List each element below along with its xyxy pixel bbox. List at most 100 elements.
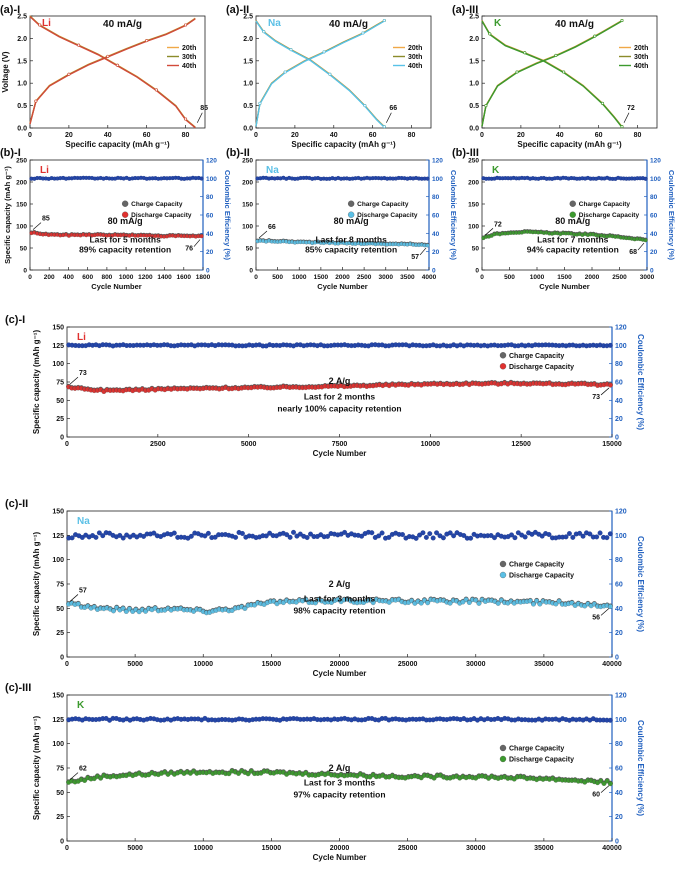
x-tick-label: 20 [517,132,525,139]
x-tick-label: 0 [480,274,484,281]
curve-marker [106,54,110,58]
start-capacity-label: 73 [79,370,87,377]
x-tick-label: 25000 [398,661,418,668]
curve-marker [620,125,624,129]
retention-note: 85% capacity retention [305,245,397,255]
x-tick-label: 1000 [119,274,134,281]
ce-point [434,530,440,536]
x-tick-label: 1500 [557,274,572,281]
x-tick-label: 3500 [400,274,415,281]
capacity-marker-label: 72 [627,105,635,112]
y2-tick-label: 100 [206,176,217,183]
ce-point [643,176,648,181]
x-tick-label: 15000 [602,441,622,448]
y-tick-label: 1.5 [469,58,479,65]
y-tick-label: 125 [52,343,64,350]
y-tick-label: 100 [468,224,479,231]
y2-tick-label: 20 [615,416,623,423]
x-axis-label: Specific capacity (mAh g⁻¹) [517,140,622,149]
discharge-point [111,608,116,614]
y2-tick-label: 60 [432,213,440,220]
x-tick-label: 1000 [292,274,307,281]
ce-point [607,342,613,348]
y2-tick-label: 20 [650,249,658,256]
x-tick-label: 30000 [466,661,486,668]
end-capacity-label: 68 [629,249,637,256]
y-tick-label: 1.0 [243,81,253,88]
ce-point [420,530,426,536]
discharge-point [120,606,126,611]
panel-label: (c)-II [5,498,28,510]
y-tick-label: 2.0 [243,36,253,43]
plot-frame [255,15,432,129]
panel-label: (b)-III [452,147,479,159]
x-tick-label: 0 [254,132,258,139]
panel-c1: 0 2500 5000 7500 10000 12500 15000025507510012… [5,314,645,458]
x-tick-label: 5000 [127,661,143,668]
y-axis-label: Voltage (V) [1,51,10,93]
ce-point [267,530,273,536]
y2-tick-label: 120 [650,158,661,165]
y2-axis-label: Coulombic Efficiency (%) [449,170,458,261]
ion-label: Na [268,18,281,29]
retention-note: Last for 5 months [89,235,161,245]
y2-axis-label: Coulombic Efficiency (%) [636,536,645,632]
x-tick-label: 0 [65,441,69,448]
end-capacity-label: 60 [592,792,600,799]
curve-marker [38,23,42,27]
curve-marker [562,70,566,74]
legend-entry: Charge Capacity [509,353,564,360]
x-tick-label: 1400 [157,274,172,281]
x-tick-label: 15000 [262,845,282,852]
x-tick-label: 4000 [422,274,437,281]
y-tick-label: 200 [242,180,253,187]
curve-marker [258,101,262,105]
y-tick-label: 0 [249,268,253,275]
y-tick-label: 100 [52,741,64,748]
x-tick-label: 10000 [194,661,214,668]
x-tick-label: 0 [65,661,69,668]
curve-marker [363,104,367,108]
charge-curve-20th [255,19,385,126]
ce-point [171,530,177,536]
legend-swatch-charge [499,744,507,752]
ce-point [546,532,552,537]
discharge-point [607,781,613,787]
x-tick-label: 800 [101,274,112,281]
panel-b1: 0 200 400 600 800 1000 1200 1400 1600 18000501001… [0,147,232,291]
x-tick-label: 3000 [379,274,394,281]
retention-note: Last for 7 months [537,235,609,245]
y-tick-label: 75 [56,582,64,589]
x-tick-label: 40 [556,132,564,139]
x-tick-label: 40000 [602,845,622,852]
y2-tick-label: 60 [650,213,658,220]
capacity-marker-label: 66 [389,105,397,112]
legend-entry: Discharge Capacity [509,364,574,371]
ce-point [509,532,514,538]
x-tick-label: 2000 [585,274,600,281]
ce-point [141,533,147,539]
y2-tick-label: 120 [615,325,627,332]
end-arrow [600,785,610,793]
y2-tick-label: 120 [432,158,443,165]
y-axis-label: Specific capacity (mAh g⁻¹) [32,716,41,821]
ce-point [287,534,293,540]
ion-label: K [77,700,85,711]
retention-note: Last for 3 months [304,778,376,788]
y-tick-label: 100 [16,224,27,231]
y-tick-label: 250 [16,158,27,165]
x-tick-label: 5000 [241,441,257,448]
y-tick-label: 0.0 [243,126,253,133]
y2-axis-label: Coulombic Efficiency (%) [223,170,232,261]
rate-annotation: 40 mA/g [329,19,368,30]
start-capacity-label: 85 [42,216,50,223]
y-tick-label: 50 [472,246,480,253]
capacity-marker-label: 85 [200,105,208,112]
legend-entry: Charge Capacity [357,201,409,208]
curve-marker [67,72,71,76]
x-tick-label: 0 [28,274,32,281]
panel-a2: 0 20 40 60 80 0.0 0.5 1.0 1.5 2.0 2.5 Specific capa… [226,4,432,149]
panel-c3: 0 5000 10000 15000 20000 25000 30000 35000 40000… [5,682,645,862]
ce-point [205,530,211,536]
x-tick-label: 2500 [357,274,372,281]
